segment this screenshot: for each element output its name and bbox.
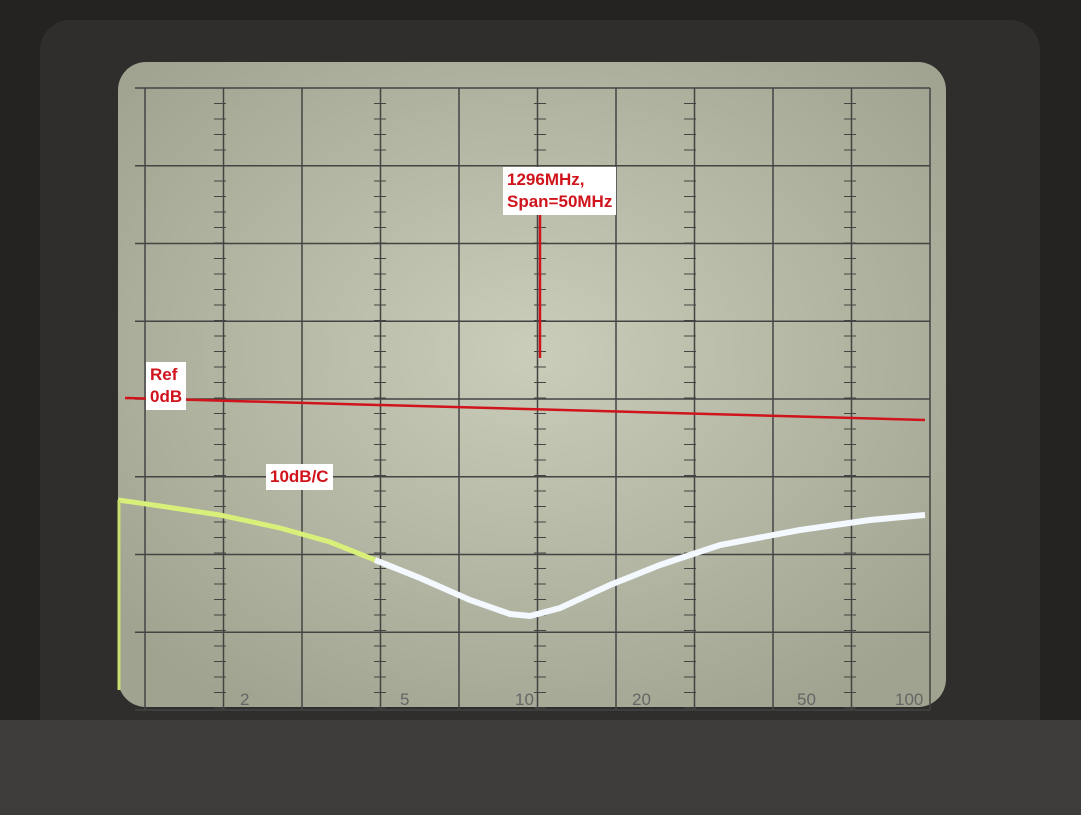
graticule-label: 50	[797, 690, 816, 709]
span-text: Span=50MHz	[507, 192, 613, 211]
graticule-label: 2	[240, 690, 250, 709]
screen	[118, 62, 946, 707]
graticule-label: 100	[895, 690, 924, 709]
graticule	[135, 87, 931, 711]
ref-level-text: 0dB	[150, 387, 183, 406]
ref-text: Ref	[150, 365, 178, 384]
graticule-label: 5	[400, 690, 410, 709]
ref-note: Ref 0dB	[146, 362, 187, 410]
graticule-label: 10	[515, 690, 534, 709]
scale-note: 10dB/C	[266, 464, 333, 490]
trace-high	[373, 512, 926, 620]
freq-note: 1296MHz, Span=50MHz	[503, 167, 617, 215]
trace-low	[117, 497, 376, 563]
ref-line	[124, 396, 926, 422]
scale-text: 10dB/C	[270, 467, 329, 486]
freq-text: 1296MHz,	[507, 170, 585, 189]
bezel-bottom	[0, 720, 1081, 815]
graticule-label: 20	[632, 690, 651, 709]
